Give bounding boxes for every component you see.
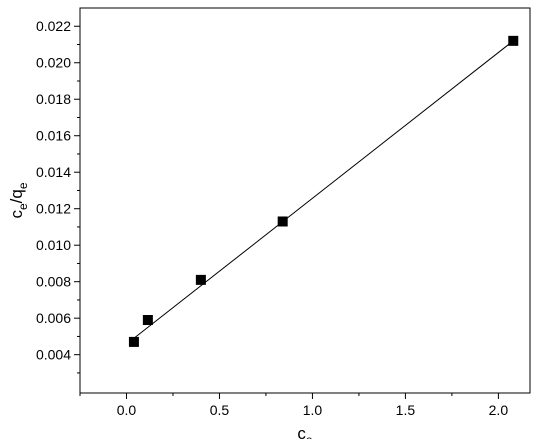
y-tick-label: 0.010 — [36, 237, 71, 253]
y-tick-label: 0.008 — [36, 274, 71, 290]
y-axis-label-part: c — [7, 210, 26, 219]
y-tick-label: 0.004 — [36, 347, 71, 363]
y-tick-label: 0.006 — [36, 310, 71, 326]
data-point — [142, 315, 153, 326]
fit-line — [133, 40, 514, 339]
y-tick-label: 0.022 — [36, 18, 71, 34]
y-tick-label: 0.012 — [36, 201, 71, 217]
x-tick-label: 0.5 — [210, 402, 230, 418]
x-tick-label: 1.5 — [396, 402, 416, 418]
plot-frame — [79, 7, 531, 394]
x-tick-label: 0.0 — [117, 402, 137, 418]
data-point — [128, 336, 139, 347]
y-axis-label-part: /q — [7, 189, 26, 203]
x-tick-label: 2.0 — [489, 402, 509, 418]
y-tick-label: 0.014 — [36, 164, 71, 180]
x-axis-label-part: c — [297, 424, 306, 439]
y-tick-label: 0.018 — [36, 91, 71, 107]
y-axis-label-part: e — [16, 182, 30, 189]
y-axis-label: ce/qe — [7, 182, 30, 218]
x-tick-label: 1.0 — [303, 402, 323, 418]
y-tick-label: 0.020 — [36, 55, 71, 71]
x-axis-label-part: e — [306, 433, 313, 439]
y-tick-label: 0.016 — [36, 128, 71, 144]
data-point — [195, 274, 206, 285]
y-axis-label-part: e — [16, 203, 30, 210]
x-axis-label: ce — [297, 424, 313, 439]
